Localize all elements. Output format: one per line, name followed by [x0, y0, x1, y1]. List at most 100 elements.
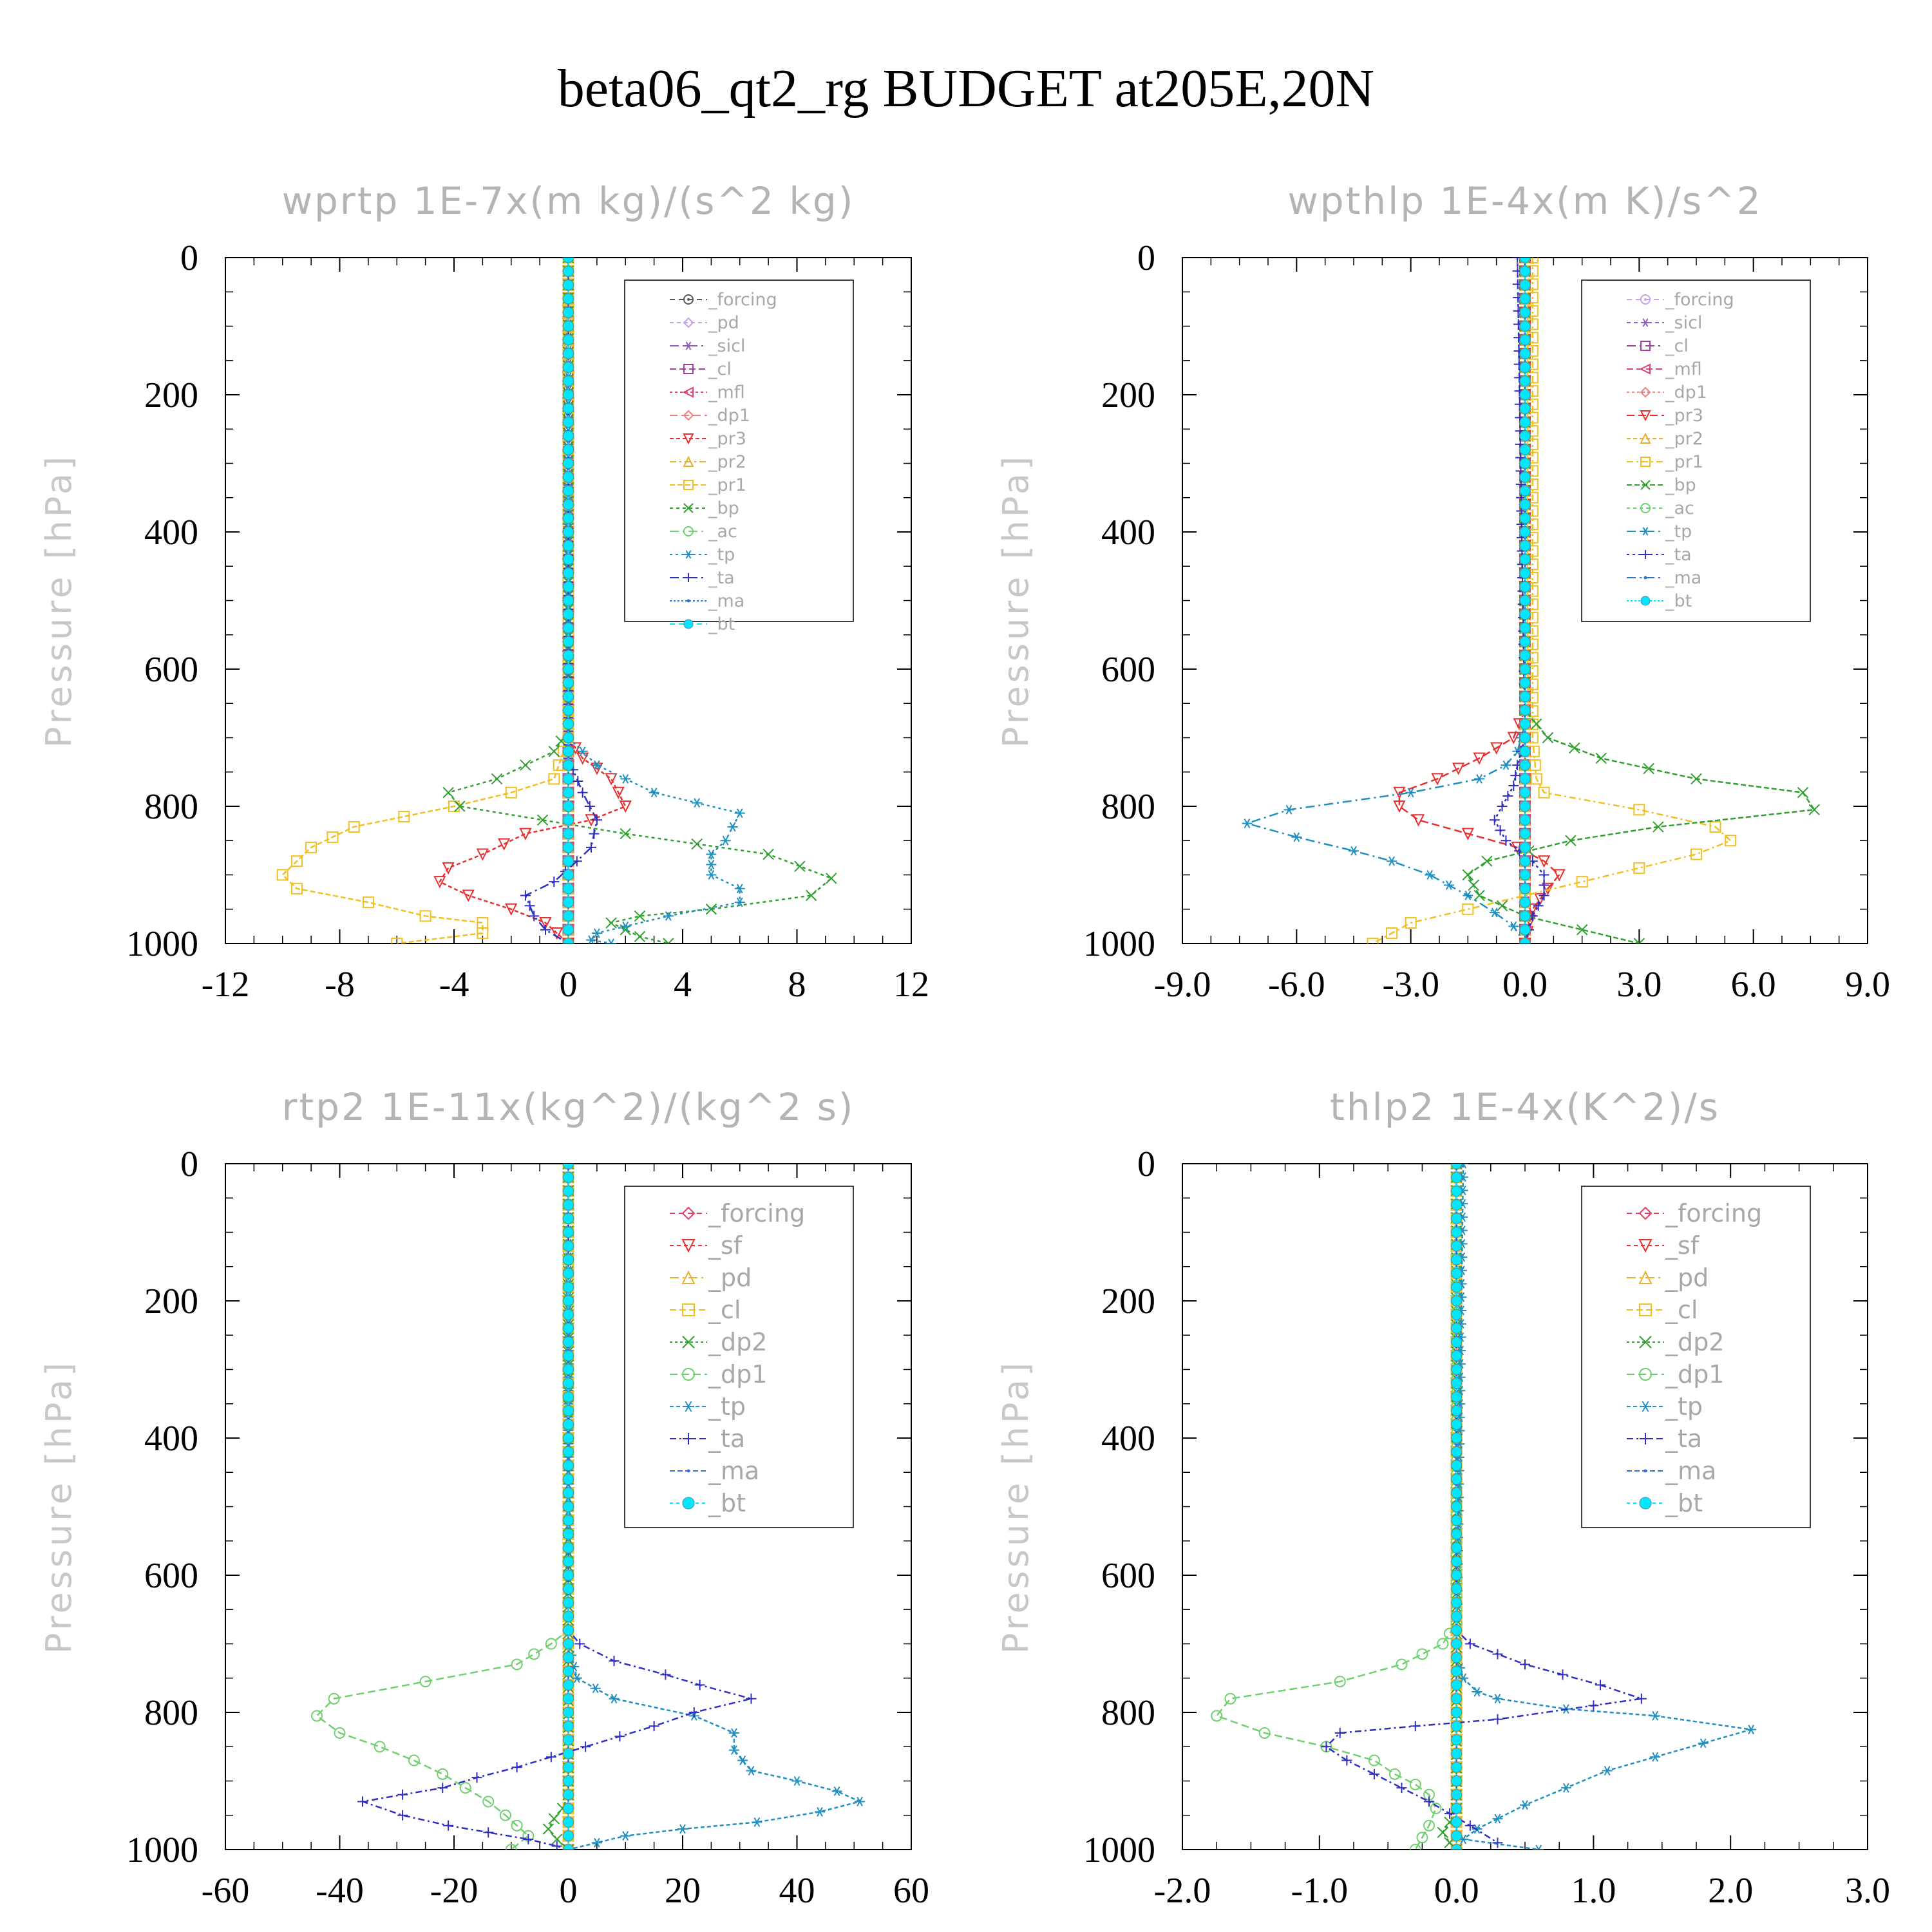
series-marker_pr1 — [505, 786, 517, 799]
series-marker_bt — [1519, 691, 1531, 703]
series-marker_tp — [1472, 1687, 1482, 1697]
series-marker_tp — [620, 1831, 631, 1841]
series-marker_bt — [563, 677, 574, 688]
series-marker_pr1 — [305, 841, 317, 853]
x-tick-label: -20 — [430, 1871, 478, 1911]
legend-marker_ta — [684, 573, 693, 582]
series-marker_bt — [1451, 1720, 1463, 1732]
series-marker_pr3 — [1553, 869, 1566, 882]
series-marker_bt — [563, 1350, 574, 1361]
legend-marker_mfl — [682, 386, 694, 398]
series-marker_pr3 — [476, 848, 489, 861]
legend-box — [1581, 279, 1811, 622]
legend-marker_cl — [683, 364, 694, 374]
series-marker_ta — [1595, 1680, 1606, 1690]
legend-marker_tp — [684, 550, 693, 559]
legend-marker_dp2 — [682, 1336, 695, 1349]
series-marker_bt — [1519, 910, 1531, 922]
series-marker_bt — [563, 567, 574, 579]
series-marker_bt — [1451, 1199, 1463, 1211]
series-marker_tp — [815, 1806, 825, 1817]
series-marker_bt — [1519, 444, 1531, 455]
legend-marker_ma — [1643, 576, 1647, 580]
legend-label_forcing: _forcing — [1665, 290, 1734, 310]
main-title: beta06_qt2_rg BUDGET at205E,20N — [558, 59, 1374, 118]
legend-marker_pr3 — [683, 433, 694, 445]
series-marker_bt — [563, 1720, 574, 1732]
series-marker_bt — [563, 389, 574, 401]
series-marker_ta — [746, 1693, 757, 1704]
series-marker_tp — [1492, 1694, 1503, 1704]
legend-label_ma: _ma — [708, 591, 744, 611]
legend-label_tp: _tp — [708, 545, 735, 565]
legend-label_bt: _bt — [708, 1489, 746, 1517]
series-marker_bt — [563, 938, 574, 943]
series-marker_tp — [752, 1817, 762, 1827]
legend-label_pr2: _pr2 — [1665, 429, 1703, 449]
chart-panel-3: rtp2 1E-11x(kg^2)/(kg^2 s)02004006008001… — [39, 1085, 929, 1911]
series-marker_bt — [1519, 869, 1531, 880]
series-marker_bt — [563, 375, 574, 387]
legend-label_bp: _bp — [708, 498, 739, 518]
series-marker_bt — [1451, 1776, 1463, 1786]
series-marker_bt — [563, 1171, 574, 1183]
legend-marker_dp1 — [682, 1368, 695, 1381]
series-marker_pr1 — [1526, 451, 1539, 464]
series-marker_bt — [563, 581, 574, 592]
series-marker_bt — [1519, 814, 1531, 826]
series-marker_tp — [591, 1837, 602, 1848]
series-marker_bt — [563, 1734, 574, 1746]
series-marker_ta — [688, 1707, 699, 1718]
series-marker_bt — [1451, 1638, 1463, 1649]
series-marker_tp — [727, 822, 738, 832]
series-marker_bt — [1451, 1679, 1463, 1690]
panel-title: rtp2 1E-11x(kg^2)/(kg^2 s) — [282, 1085, 855, 1129]
series-marker_tp — [1242, 819, 1253, 829]
series-marker_ta — [397, 1789, 408, 1800]
series-marker_bt — [1451, 1515, 1463, 1526]
legend-marker_pd — [1638, 1270, 1653, 1284]
x-tick-label: 3.0 — [1845, 1871, 1890, 1911]
x-tick-label: -8 — [325, 965, 355, 1005]
x-tick-label: 40 — [779, 1871, 815, 1911]
series-marker_bt — [1451, 1556, 1463, 1567]
y-tick-label: 800 — [1101, 787, 1155, 827]
series-marker_bt — [563, 458, 574, 469]
series-marker_pr1 — [398, 810, 410, 822]
plot-area — [1242, 258, 1820, 943]
legend-label_forcing: _forcing — [708, 1199, 805, 1227]
series-marker_bp — [548, 746, 560, 757]
y-axis-label: Pressure [hPa] — [39, 1359, 79, 1654]
series-marker_bt — [1519, 705, 1531, 716]
series-marker_bt — [563, 663, 574, 675]
x-tick-label: 0 — [560, 1871, 578, 1911]
series-line_pr1 — [1372, 258, 1732, 943]
series-marker_pr3 — [1490, 742, 1503, 755]
series-marker_dp1 — [511, 1819, 523, 1832]
legend-marker_ac — [683, 526, 694, 536]
series-marker_bt — [1451, 1830, 1463, 1842]
series-marker_bt — [563, 1419, 574, 1430]
series-marker_pr1 — [1405, 917, 1417, 929]
series-marker_bt — [1451, 1844, 1463, 1850]
series-marker_tp — [609, 1694, 620, 1704]
series-marker_ta — [584, 801, 595, 811]
series-marker_bp — [1595, 752, 1607, 764]
legend-marker_pr2 — [683, 455, 694, 467]
legend-label_pr3: _pr3 — [708, 429, 746, 449]
series-marker_bt — [1451, 1734, 1463, 1746]
series-marker_bt — [1519, 759, 1531, 771]
legend-label_ac: _ac — [708, 522, 737, 542]
series-marker_bt — [563, 828, 574, 840]
series-marker_tp — [1650, 1752, 1661, 1762]
y-axis-label: Pressure [hPa] — [39, 453, 79, 748]
series-marker_bt — [1451, 1665, 1463, 1677]
series-marker_bt — [1451, 1164, 1463, 1170]
series-marker_ta — [649, 1721, 659, 1732]
series-marker_ta — [1492, 1714, 1503, 1725]
legend-marker_ma — [687, 1469, 690, 1473]
series-marker_dp1 — [1416, 1648, 1428, 1660]
legend-label_cl: _cl — [1665, 1296, 1698, 1324]
legend-label_pr1: _pr1 — [1665, 452, 1703, 472]
